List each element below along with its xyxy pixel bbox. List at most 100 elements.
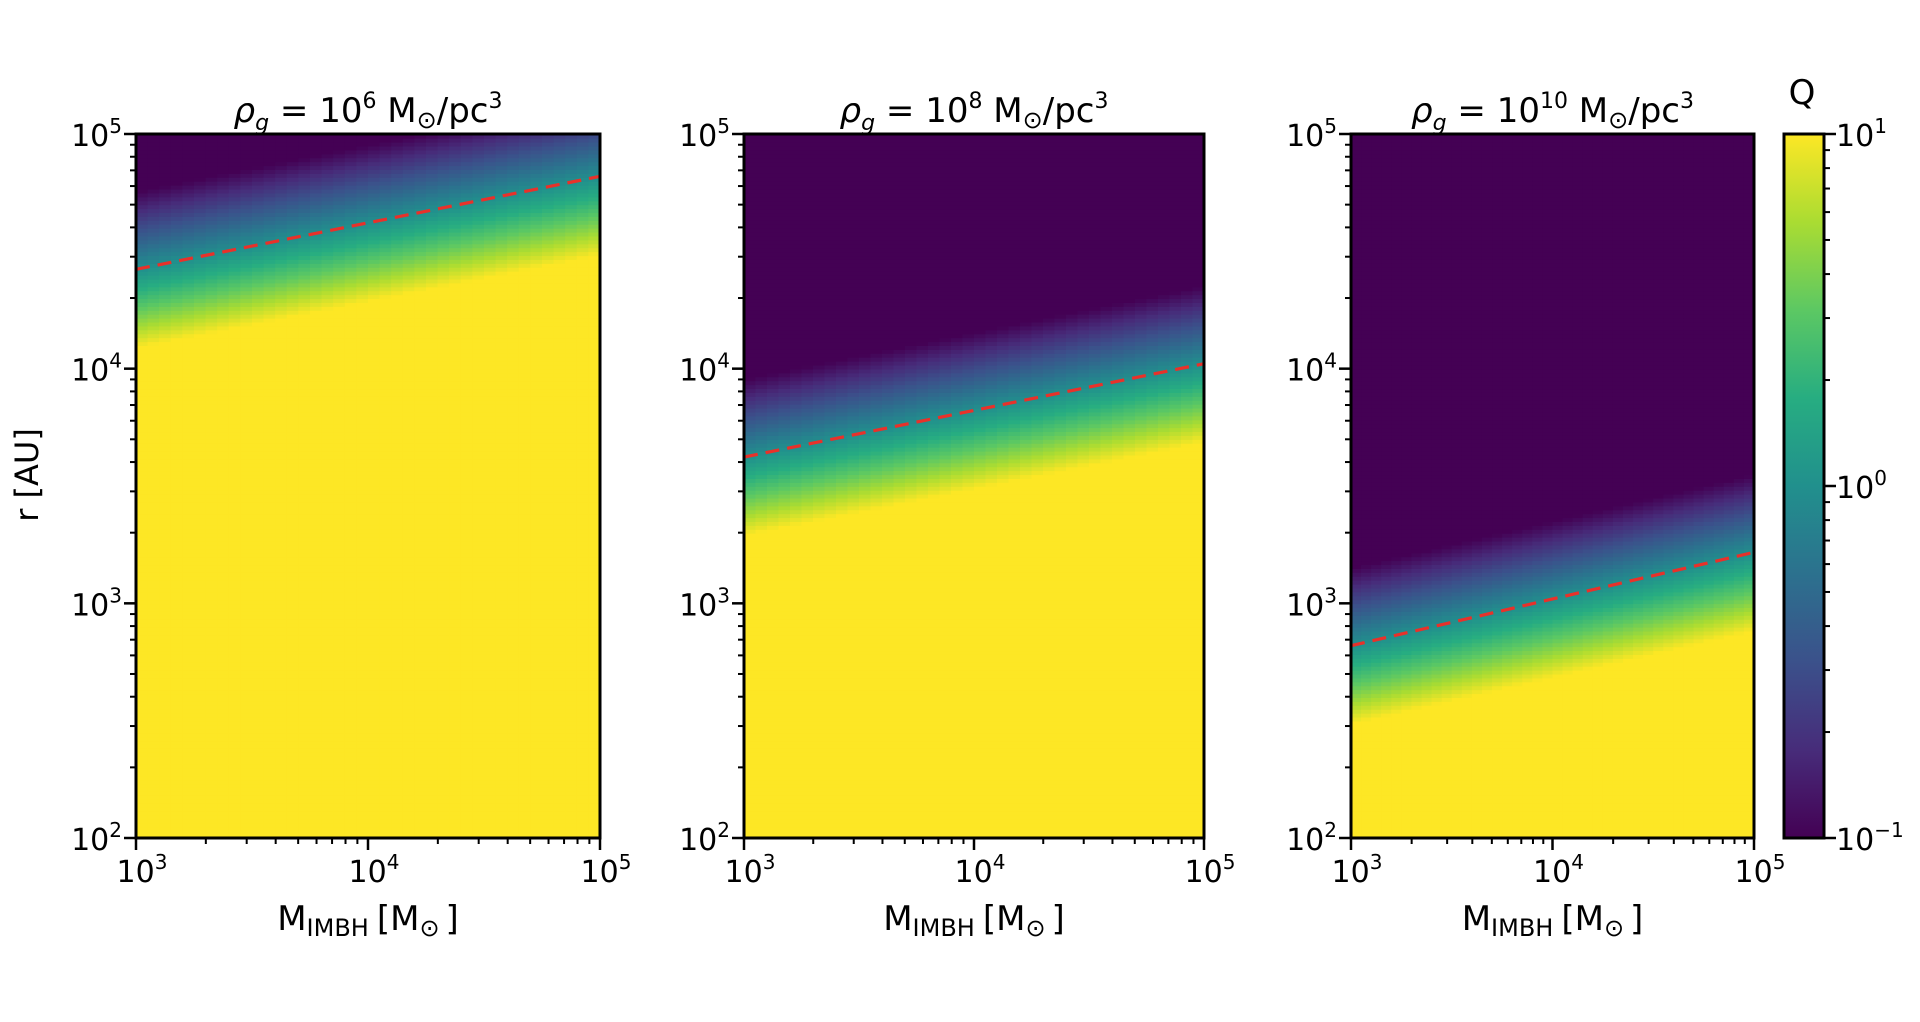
heatmap-cell: [240, 384, 253, 390]
heatmap-cell: [217, 736, 230, 742]
heatmap-cell: [240, 701, 253, 706]
heatmap-cell: [333, 642, 346, 648]
heatmap-cell: [240, 255, 253, 260]
heatmap-cell: [182, 137, 195, 143]
heatmap-cell: [147, 321, 160, 327]
heatmap-cell: [333, 325, 346, 331]
heatmap-cell: [205, 235, 218, 241]
heatmap-cell: [159, 779, 172, 785]
heatmap-cell: [147, 501, 160, 507]
heatmap-cell: [252, 298, 265, 303]
heatmap-cell: [286, 486, 300, 491]
heatmap-cell: [182, 603, 195, 609]
heatmap-cell: [182, 826, 195, 831]
heatmap-cell: [240, 196, 253, 202]
heatmap-cell: [275, 638, 288, 644]
heatmap-cell: [333, 427, 346, 433]
heatmap-cell: [170, 478, 184, 483]
heatmap-cell: [263, 599, 276, 605]
heatmap-cell: [275, 615, 288, 620]
heatmap-cell: [147, 513, 160, 519]
heatmap-cell: [136, 685, 149, 691]
heatmap-cell: [147, 200, 160, 206]
heatmap-cell: [217, 755, 230, 761]
heatmap-cell: [310, 724, 323, 730]
heatmap-cell: [159, 317, 172, 323]
heatmap-cell: [252, 728, 265, 734]
heatmap-cell: [263, 673, 276, 679]
heatmap-cell: [205, 642, 218, 648]
heatmap-cell: [136, 556, 149, 562]
heatmap-cell: [136, 568, 149, 573]
heatmap-cell: [159, 521, 172, 526]
heatmap-cell: [205, 489, 218, 495]
heatmap-cell: [240, 740, 253, 745]
heatmap-cell: [298, 493, 311, 499]
heatmap-cell: [170, 783, 184, 788]
heatmap-cell: [159, 220, 172, 225]
heatmap-cell: [194, 157, 207, 163]
heatmap-cell: [298, 611, 311, 616]
heatmap-cell: [263, 364, 276, 370]
heatmap-cell: [228, 204, 242, 210]
heatmap-cell: [136, 814, 149, 820]
heatmap-cell: [194, 736, 207, 742]
heatmap-cell: [240, 298, 253, 303]
heatmap-cell: [147, 736, 160, 742]
heatmap-cell: [321, 794, 334, 800]
heatmap-cell: [286, 579, 300, 585]
heatmap-cell: [333, 716, 346, 722]
heatmap-cell: [205, 220, 218, 225]
heatmap-cell: [321, 669, 334, 675]
heatmap-cell: [310, 278, 323, 284]
heatmap-cell: [240, 270, 253, 276]
heatmap-cell: [333, 388, 346, 393]
heatmap-cell: [159, 349, 172, 354]
heatmap-cell: [298, 321, 311, 327]
heatmap-cell: [252, 450, 265, 456]
heatmap-cell: [310, 568, 323, 573]
heatmap-cell: [205, 810, 218, 816]
heatmap-cell: [217, 356, 230, 362]
heatmap-cell: [147, 278, 160, 284]
heatmap-cell: [310, 396, 323, 401]
heatmap-cell: [240, 282, 253, 288]
heatmap-cell: [240, 501, 253, 507]
heatmap-cell: [217, 779, 230, 785]
heatmap-cell: [147, 572, 160, 577]
heatmap-cell: [275, 755, 288, 761]
heatmap-cell: [263, 341, 276, 346]
heatmap-cell: [263, 595, 276, 601]
heatmap-cell: [240, 603, 253, 609]
heatmap-cell: [170, 560, 184, 566]
heatmap-cell: [147, 658, 160, 663]
heatmap-cell: [194, 591, 207, 597]
heatmap-cell: [252, 372, 265, 378]
heatmap-cell: [275, 435, 288, 440]
heatmap-cell: [275, 419, 288, 425]
heatmap-cell: [147, 145, 160, 151]
heatmap-cell: [286, 658, 300, 663]
heatmap-cell: [298, 767, 311, 773]
heatmap-cell: [147, 306, 160, 311]
heatmap-cell: [333, 380, 346, 386]
heatmap-cell: [321, 427, 334, 433]
heatmap-cell: [333, 333, 346, 339]
heatmap-cell: [263, 497, 276, 503]
heatmap-cell: [194, 693, 207, 698]
heatmap-cell: [252, 724, 265, 730]
heatmap-cell: [252, 403, 265, 409]
heatmap-cell: [263, 771, 276, 777]
heatmap-cell: [286, 712, 300, 718]
heatmap-cell: [136, 705, 149, 710]
heatmap-cell: [240, 493, 253, 499]
heatmap-cell: [298, 701, 311, 706]
heatmap-cell: [298, 399, 311, 405]
heatmap-cell: [159, 579, 172, 585]
heatmap-cell: [194, 282, 207, 288]
heatmap-cell: [194, 259, 207, 264]
heatmap-cell: [159, 669, 172, 675]
heatmap-cell: [333, 689, 346, 695]
heatmap-cell: [194, 720, 207, 726]
heatmap-cell: [263, 454, 276, 460]
